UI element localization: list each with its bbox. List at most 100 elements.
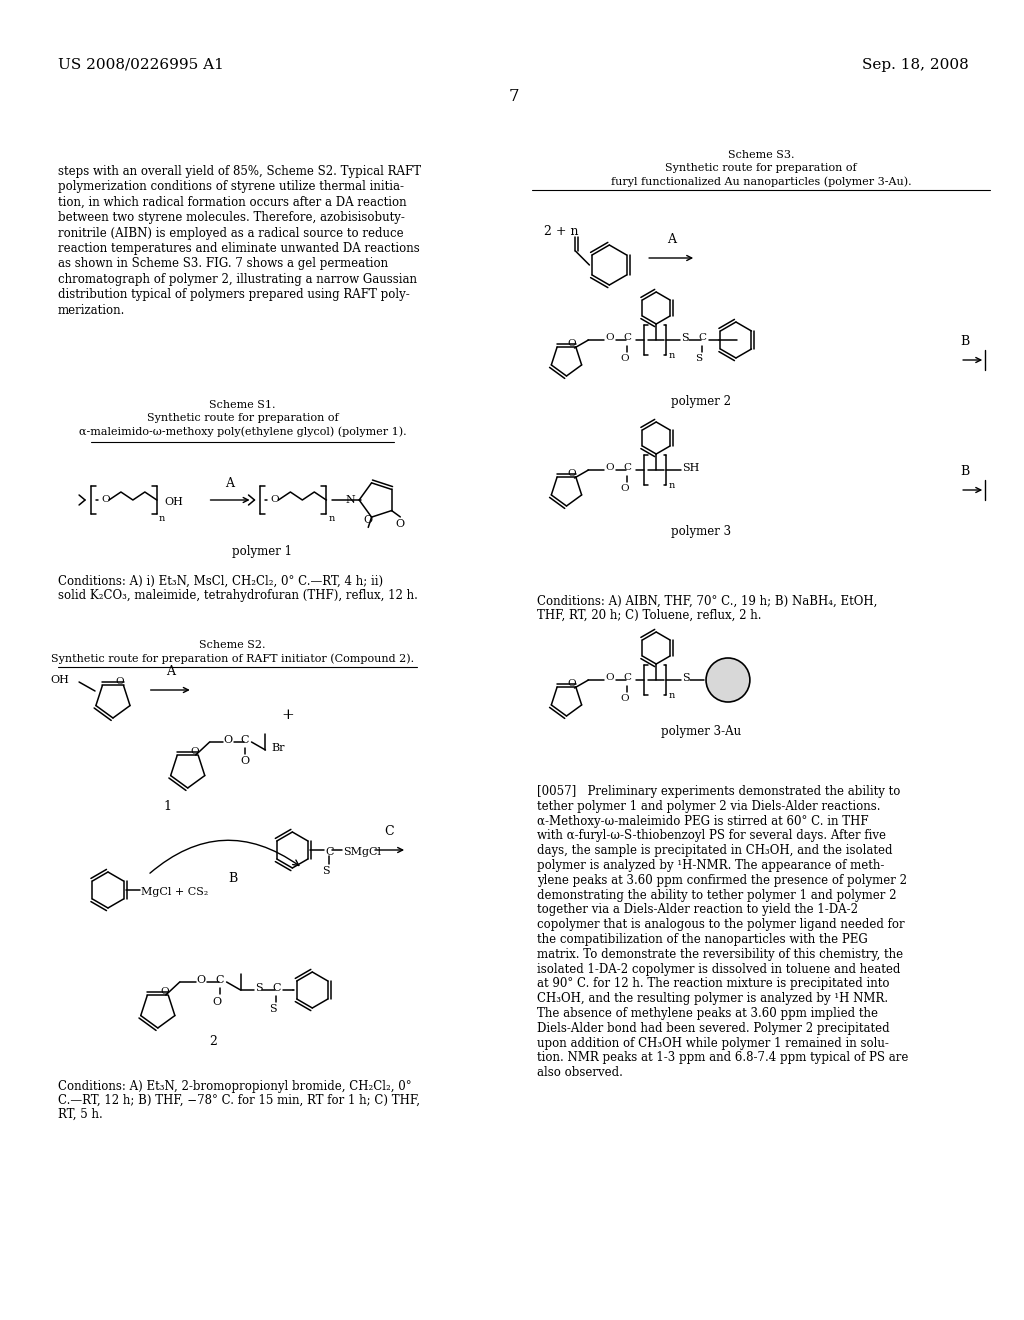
Text: S: S: [269, 1005, 278, 1014]
Text: C: C: [624, 673, 631, 682]
Text: O: O: [212, 997, 221, 1007]
Text: O: O: [197, 975, 206, 985]
Text: the compatibilization of the nanoparticles with the PEG: the compatibilization of the nanoparticl…: [537, 933, 867, 946]
Text: α-maleimido-ω-methoxy poly(ethylene glycol) (polymer 1).: α-maleimido-ω-methoxy poly(ethylene glyc…: [79, 426, 407, 437]
Text: C: C: [624, 463, 631, 473]
Text: n: n: [668, 480, 675, 490]
Text: The absence of methylene peaks at 3.60 ppm implied the: The absence of methylene peaks at 3.60 p…: [537, 1007, 878, 1020]
Text: 7: 7: [508, 88, 519, 106]
Text: C: C: [272, 983, 281, 993]
Text: C.—RT, 12 h; B) THF, −78° C. for 15 min, RT for 1 h; C) THF,: C.—RT, 12 h; B) THF, −78° C. for 15 min,…: [58, 1094, 420, 1107]
Text: Synthetic route for preparation of RAFT initiator (Compound 2).: Synthetic route for preparation of RAFT …: [51, 653, 414, 664]
Text: Scheme S1.: Scheme S1.: [209, 400, 275, 411]
Text: O: O: [567, 338, 577, 347]
Circle shape: [706, 657, 750, 702]
Text: O: O: [116, 677, 124, 686]
Text: OH: OH: [50, 675, 69, 685]
Text: OH: OH: [165, 498, 183, 507]
Text: demonstrating the ability to tether polymer 1 and polymer 2: demonstrating the ability to tether poly…: [537, 888, 896, 902]
Text: A: A: [667, 234, 676, 246]
Text: B: B: [961, 465, 970, 478]
Text: Br: Br: [271, 743, 285, 752]
Text: copolymer that is analogous to the polymer ligand needed for: copolymer that is analogous to the polym…: [537, 919, 904, 931]
Text: A: A: [166, 665, 175, 678]
Text: polymer 3-Au: polymer 3-Au: [660, 725, 741, 738]
Text: O: O: [240, 756, 249, 766]
Text: Synthetic route for preparation of: Synthetic route for preparation of: [146, 413, 338, 422]
Text: tion, in which radical formation occurs after a DA reaction: tion, in which radical formation occurs …: [58, 195, 407, 209]
Text: A: A: [225, 477, 234, 490]
Text: +: +: [281, 708, 294, 722]
Text: n: n: [668, 351, 675, 359]
Text: O: O: [620, 694, 629, 704]
Text: also observed.: also observed.: [537, 1067, 623, 1080]
Text: C: C: [698, 334, 706, 342]
Text: 2: 2: [209, 1035, 216, 1048]
Text: S: S: [256, 983, 263, 993]
Text: O: O: [605, 673, 614, 682]
Text: US 2008/0226995 A1: US 2008/0226995 A1: [58, 58, 224, 73]
Text: tether polymer 1 and polymer 2 via Diels-Alder reactions.: tether polymer 1 and polymer 2 via Diels…: [537, 800, 880, 813]
Text: with α-furyl-ω-S-thiobenzoyl PS for several days. After five: with α-furyl-ω-S-thiobenzoyl PS for seve…: [537, 829, 886, 842]
Text: Scheme S2.: Scheme S2.: [200, 640, 266, 649]
Text: O: O: [364, 515, 373, 525]
Text: O: O: [270, 495, 280, 504]
Text: C: C: [385, 825, 394, 838]
Text: isolated 1-DA-2 copolymer is dissolved in toluene and heated: isolated 1-DA-2 copolymer is dissolved i…: [537, 962, 900, 975]
Text: SH: SH: [682, 463, 699, 473]
Text: together via a Diels-Alder reaction to yield the 1-DA-2: together via a Diels-Alder reaction to y…: [537, 903, 857, 916]
Text: C: C: [241, 735, 249, 744]
Text: n: n: [668, 690, 675, 700]
Text: ylene peaks at 3.60 ppm confirmed the presence of polymer 2: ylene peaks at 3.60 ppm confirmed the pr…: [537, 874, 906, 887]
Text: ronitrile (AIBN) is employed as a radical source to reduce: ronitrile (AIBN) is employed as a radica…: [58, 227, 403, 240]
Text: C: C: [326, 847, 334, 857]
Text: days, the sample is precipitated in CH₃OH, and the isolated: days, the sample is precipitated in CH₃O…: [537, 845, 892, 857]
Text: Diels-Alder bond had been severed. Polymer 2 precipitated: Diels-Alder bond had been severed. Polym…: [537, 1022, 889, 1035]
Text: O: O: [605, 463, 614, 473]
Text: steps with an overall yield of 85%, Scheme S2. Typical RAFT: steps with an overall yield of 85%, Sche…: [58, 165, 421, 178]
Text: O: O: [620, 484, 629, 492]
Text: [0057]   Preliminary experiments demonstrated the ability to: [0057] Preliminary experiments demonstra…: [537, 785, 900, 799]
Text: S: S: [681, 333, 689, 343]
Text: Conditions: A) AIBN, THF, 70° C., 19 h; B) NaBH₄, EtOH,: Conditions: A) AIBN, THF, 70° C., 19 h; …: [537, 595, 877, 609]
Text: B: B: [228, 871, 238, 884]
Text: N: N: [345, 495, 355, 506]
Text: upon addition of CH₃OH while polymer 1 remained in solu-: upon addition of CH₃OH while polymer 1 r…: [537, 1036, 889, 1049]
Text: RT, 5 h.: RT, 5 h.: [58, 1107, 102, 1121]
Text: reaction temperatures and eliminate unwanted DA reactions: reaction temperatures and eliminate unwa…: [58, 242, 420, 255]
Text: polymerization conditions of styrene utilize thermal initia-: polymerization conditions of styrene uti…: [58, 181, 404, 194]
Text: Conditions: A) i) Et₃N, MsCl, CH₂Cl₂, 0° C.—RT, 4 h; ii): Conditions: A) i) Et₃N, MsCl, CH₂Cl₂, 0°…: [58, 576, 383, 587]
Text: S: S: [323, 866, 330, 876]
Text: O: O: [395, 519, 404, 529]
Text: O: O: [620, 354, 629, 363]
Text: S: S: [682, 673, 690, 682]
Text: furyl functionalized Au nanoparticles (polymer 3-Au).: furyl functionalized Au nanoparticles (p…: [610, 176, 911, 186]
Text: polymer 2: polymer 2: [671, 395, 731, 408]
Text: tion. NMR peaks at 1-3 ppm and 6.8-7.4 ppm typical of PS are: tion. NMR peaks at 1-3 ppm and 6.8-7.4 p…: [537, 1052, 908, 1064]
Text: C: C: [215, 975, 224, 985]
Text: n: n: [159, 513, 165, 523]
Text: n: n: [329, 513, 335, 523]
Text: solid K₂CO₃, maleimide, tetrahydrofuran (THF), reflux, 12 h.: solid K₂CO₃, maleimide, tetrahydrofuran …: [58, 589, 418, 602]
Text: matrix. To demonstrate the reversibility of this chemistry, the: matrix. To demonstrate the reversibility…: [537, 948, 903, 961]
Text: 2 + n: 2 + n: [544, 224, 579, 238]
Text: CH₃OH, and the resulting polymer is analyzed by ¹H NMR.: CH₃OH, and the resulting polymer is anal…: [537, 993, 888, 1006]
Text: Sep. 18, 2008: Sep. 18, 2008: [862, 58, 969, 73]
Text: MgCl + CS₂: MgCl + CS₂: [141, 887, 208, 898]
Text: O: O: [190, 747, 199, 756]
Text: between two styrene molecules. Therefore, azobisisobuty-: between two styrene molecules. Therefore…: [58, 211, 406, 224]
Text: O: O: [567, 469, 577, 478]
Text: O: O: [223, 735, 232, 744]
Text: as shown in Scheme S3. FIG. 7 shows a gel permeation: as shown in Scheme S3. FIG. 7 shows a ge…: [58, 257, 388, 271]
Text: Synthetic route for preparation of: Synthetic route for preparation of: [665, 162, 857, 173]
Text: polymer is analyzed by ¹H-NMR. The appearance of meth-: polymer is analyzed by ¹H-NMR. The appea…: [537, 859, 884, 873]
Text: C: C: [624, 334, 631, 342]
Text: distribution typical of polymers prepared using RAFT poly-: distribution typical of polymers prepare…: [58, 288, 410, 301]
Text: chromatograph of polymer 2, illustrating a narrow Gaussian: chromatograph of polymer 2, illustrating…: [58, 273, 417, 286]
Text: 1: 1: [164, 800, 172, 813]
Text: S: S: [695, 354, 702, 363]
Text: SMgCl: SMgCl: [343, 847, 381, 857]
Text: α-Methoxy-ω-maleimido PEG is stirred at 60° C. in THF: α-Methoxy-ω-maleimido PEG is stirred at …: [537, 814, 868, 828]
Text: merization.: merization.: [58, 304, 126, 317]
Text: polymer 3: polymer 3: [671, 525, 731, 539]
